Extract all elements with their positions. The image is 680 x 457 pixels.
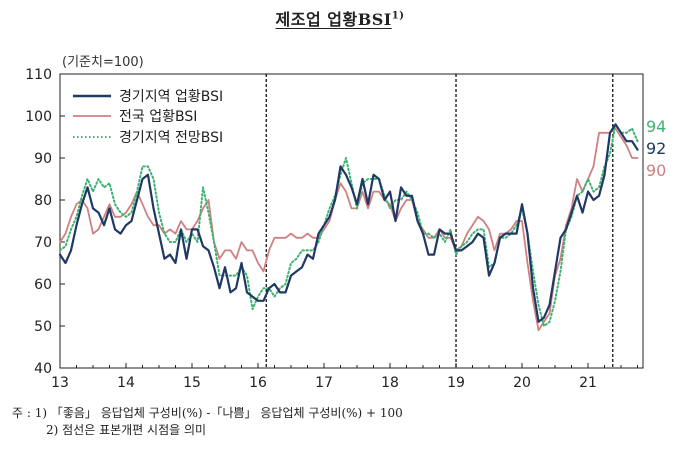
legend: 경기지역 업황BSI 전국 업황BSI 경기지역 전망BSI (73, 89, 223, 146)
x-tick-label: 15 (183, 375, 201, 391)
line-chart: (기준치=100) 40 50 60 70 80 90 100 110 13 14 15 16 17 18 1… (25, 55, 666, 391)
series-line-0 (58, 123, 639, 323)
series-end-label: 92 (646, 139, 666, 158)
chart-title: 제조업 업황BSI1) (0, 6, 680, 30)
y-tick-label: 110 (25, 67, 52, 83)
x-tick-label: 19 (447, 375, 465, 391)
y-tick-label: 90 (34, 151, 52, 167)
y-tick-label: 50 (34, 319, 52, 335)
plot-frame (59, 73, 644, 369)
x-tick-label: 21 (579, 375, 597, 391)
y-tick-label: 60 (34, 277, 52, 293)
x-tick-label: 18 (381, 375, 399, 391)
legend-label: 전국 업황BSI (119, 109, 197, 125)
footnote-2: 2) 점선은 표본개편 시점을 의미 (46, 423, 207, 437)
y-tick-label: 70 (34, 235, 52, 251)
x-tick-label: 20 (513, 375, 531, 391)
x-tick-label: 14 (117, 375, 135, 391)
y-tick-label: 40 (34, 361, 52, 377)
series-end-label: 90 (646, 161, 666, 180)
unit-label: (기준치=100) (62, 55, 144, 70)
x-tick-label: 13 (51, 375, 69, 391)
series-end-label: 94 (646, 117, 666, 136)
chart-title-text: 제조업 업황BSI (275, 10, 392, 29)
series-line-2 (59, 123, 639, 327)
footnotes: 주 : 1) 「좋음」 응답업체 구성비(%) -「나쁨」 응답업체 구성비(%… (12, 405, 403, 439)
chart-title-footnote-mark: 1) (391, 10, 405, 22)
y-tick-label: 100 (25, 109, 52, 125)
footnote-1: 주 : 1) 「좋음」 응답업체 구성비(%) -「나쁨」 응답업체 구성비(%… (12, 406, 403, 420)
y-tick-label: 80 (34, 193, 52, 209)
legend-label: 경기지역 전망BSI (119, 130, 223, 146)
legend-label: 경기지역 업황BSI (119, 89, 223, 105)
x-tick-label: 16 (249, 375, 267, 391)
x-tick-label: 17 (315, 375, 333, 391)
